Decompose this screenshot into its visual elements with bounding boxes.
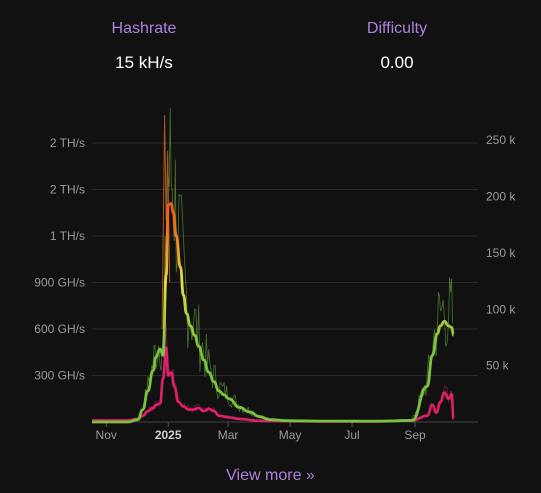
x-tick-label: Jul — [344, 428, 359, 442]
series-line-pink — [92, 346, 455, 423]
y-left-tick-label: 300 GH/s — [34, 369, 85, 383]
y-right-tick-label: 200 k — [486, 190, 516, 204]
hashrate-value: 15 kH/s — [115, 53, 173, 72]
y-right-tick-label: 100 k — [486, 302, 516, 316]
y-left-tick-label: 1 TH/s — [50, 229, 85, 243]
x-tick-label: Mar — [218, 428, 239, 442]
y-right-tick-label: 250 k — [486, 133, 516, 147]
y-right-tick-label: 50 k — [486, 359, 510, 373]
difficulty-stat: Difficulty 0.00 — [297, 18, 497, 74]
view-more-link[interactable]: View more » — [226, 467, 315, 484]
right-axis: 50 k 100 k 150 k 200 k 250 k — [486, 133, 516, 372]
series-layer — [91, 202, 455, 424]
x-tick-label: May — [279, 428, 302, 442]
difficulty-value: 0.00 — [380, 53, 414, 72]
raw-series-line — [92, 108, 453, 423]
hashrate-label: Hashrate — [111, 20, 177, 37]
series-line-hashrate — [91, 202, 455, 424]
hashrate-difficulty-chart: 300 GH/s 600 GH/s 900 GH/s 1 TH/s 2 TH/s 2 TH… — [34, 108, 516, 442]
x-axis: Nov 2025 Mar May Jul Sep — [96, 422, 426, 442]
y-left-tick-label: 900 GH/s — [34, 276, 85, 290]
y-left-tick-label: 600 GH/s — [34, 322, 85, 336]
difficulty-label: Difficulty — [366, 20, 428, 37]
x-tick-label: 2025 — [155, 428, 182, 442]
noise-layer — [91, 108, 453, 423]
raw-series-line — [91, 322, 453, 422]
left-axis: 300 GH/s 600 GH/s 900 GH/s 1 TH/s 2 TH/s 2 TH… — [34, 136, 85, 383]
hashrate-stat: Hashrate 15 kH/s — [44, 18, 244, 74]
y-left-tick-label: 2 TH/s — [50, 136, 85, 150]
x-tick-label: Sep — [404, 428, 426, 442]
y-left-tick-label: 2 TH/s — [50, 183, 85, 197]
y-right-tick-label: 150 k — [486, 246, 516, 260]
x-tick-label: Nov — [96, 428, 117, 442]
